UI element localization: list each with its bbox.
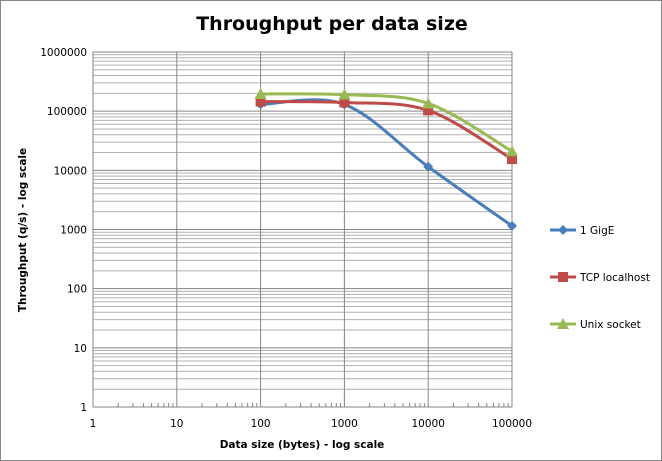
x-axis-label: Data size (bytes) - log scale bbox=[220, 439, 385, 451]
y-tick-label: 10000 bbox=[54, 165, 87, 177]
legend: 1 GigE TCP localhost Unix socket bbox=[550, 225, 650, 331]
x-tick-label: 10 bbox=[170, 418, 183, 430]
y-tick-label: 100000 bbox=[47, 106, 87, 118]
marker-square bbox=[255, 96, 266, 107]
series-line bbox=[260, 100, 513, 161]
marker-square bbox=[507, 154, 517, 165]
marker-triangle bbox=[338, 88, 351, 100]
y-tick-label: 100 bbox=[67, 284, 87, 296]
series-unix-socket bbox=[254, 88, 518, 157]
marker-triangle bbox=[506, 145, 518, 157]
marker-diamond bbox=[423, 161, 434, 172]
tick-labels: 1 10 100 1000 10000 100000 1 10 100 1000 10000 1000… bbox=[40, 47, 532, 430]
legend-label: 1 GigE bbox=[580, 225, 614, 237]
legend-label: Unix socket bbox=[580, 319, 641, 331]
marker-triangle bbox=[557, 318, 569, 329]
legend-label: TCP localhost bbox=[579, 272, 650, 284]
x-tick-label: 100000 bbox=[492, 418, 532, 430]
chart-title: Throughput per data size bbox=[196, 13, 468, 35]
marker-square bbox=[423, 105, 434, 116]
marker-square bbox=[558, 272, 568, 282]
marker-triangle bbox=[254, 88, 267, 100]
series-line bbox=[260, 92, 513, 153]
x-tick-label: 1000 bbox=[331, 418, 358, 430]
series-group bbox=[254, 88, 518, 231]
x-tick-label: 10000 bbox=[411, 418, 444, 430]
y-tick-label: 1000 bbox=[60, 225, 87, 237]
y-tick-label: 1000000 bbox=[40, 47, 87, 59]
marker-diamond bbox=[558, 225, 568, 235]
y-axis-label: Throughput (q/s) - log scale bbox=[17, 148, 29, 312]
marker-triangle bbox=[422, 97, 435, 109]
marker-diamond bbox=[507, 220, 517, 231]
y-tick-label: 10 bbox=[74, 343, 87, 355]
series-tcp-localhost bbox=[255, 96, 517, 165]
legend-item: Unix socket bbox=[550, 318, 641, 331]
grid bbox=[92, 51, 513, 408]
x-tick-label: 1 bbox=[90, 418, 97, 430]
x-tick-label: 100 bbox=[251, 418, 271, 430]
legend-item: TCP localhost bbox=[550, 272, 650, 284]
legend-item: 1 GigE bbox=[550, 225, 614, 237]
marker-square bbox=[339, 97, 350, 108]
y-tick-label: 1 bbox=[80, 402, 87, 414]
